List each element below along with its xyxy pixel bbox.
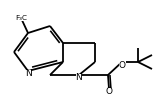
Text: N: N	[25, 69, 31, 79]
Text: O: O	[118, 60, 126, 69]
Text: O: O	[105, 88, 113, 97]
Text: N: N	[76, 73, 82, 82]
Text: F₃C: F₃C	[15, 15, 27, 21]
